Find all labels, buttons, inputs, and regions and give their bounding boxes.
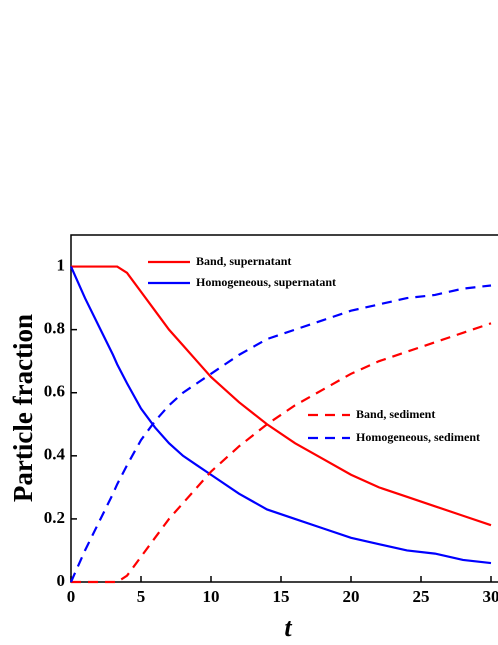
x-tick-label: 15 xyxy=(273,587,290,606)
x-tick-label: 30 xyxy=(483,587,498,606)
x-tick-label: 20 xyxy=(343,587,360,606)
x-tick-label: 5 xyxy=(137,587,146,606)
legend-label: Homogeneous, sediment xyxy=(356,430,480,444)
y-tick-label: 0 xyxy=(57,571,66,590)
y-axis-label: Particle fraction xyxy=(8,314,38,502)
series-line xyxy=(69,266,492,565)
x-axis-label: t xyxy=(284,613,292,642)
y-tick-label: 1 xyxy=(57,255,66,274)
y-tick-label: 0.6 xyxy=(44,382,65,401)
legend-label: Band, supernatant xyxy=(196,254,291,268)
legend-label: Band, sediment xyxy=(356,407,435,421)
y-tick-label: 0.4 xyxy=(44,445,66,464)
y-tick-label: 0.8 xyxy=(44,319,65,338)
legend-label: Homogeneous, supernatant xyxy=(196,275,336,289)
axis-frame xyxy=(70,234,498,583)
series-line xyxy=(71,265,492,527)
x-tick-label: 0 xyxy=(67,587,76,606)
series-line xyxy=(71,322,492,584)
y-tick-label: 0.2 xyxy=(44,508,65,527)
series-line xyxy=(69,284,492,583)
x-tick-label: 10 xyxy=(203,587,220,606)
x-tick-label: 25 xyxy=(413,587,430,606)
